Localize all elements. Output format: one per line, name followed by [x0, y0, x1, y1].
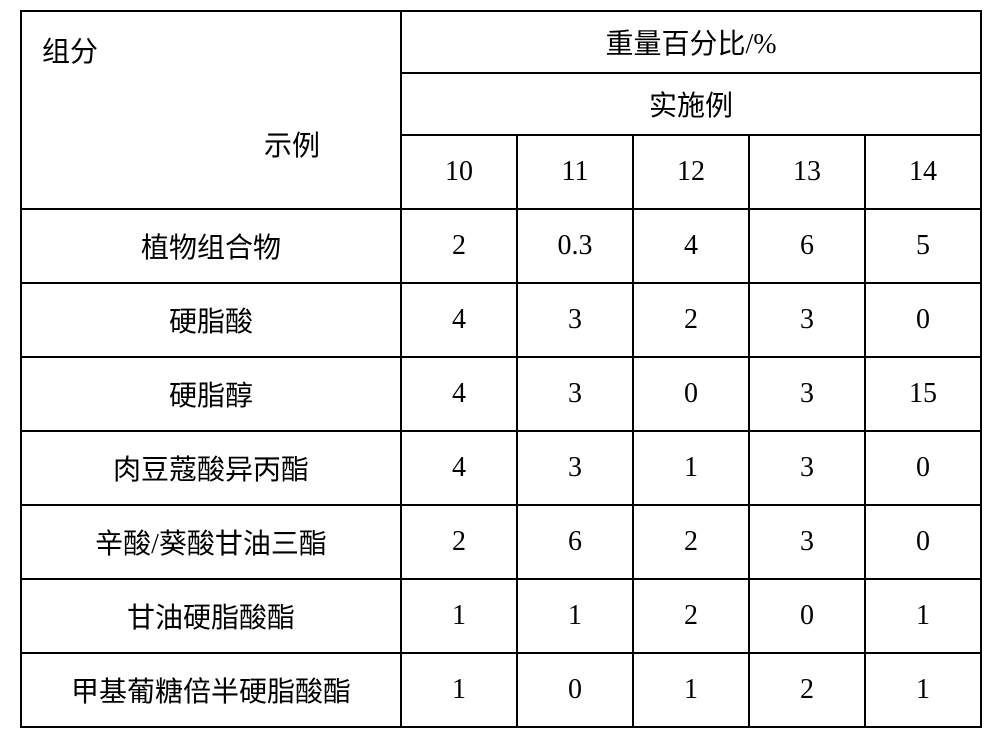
cell: 4 [633, 209, 749, 283]
table-row: 植物组合物 2 0.3 4 6 5 [21, 209, 981, 283]
cell: 6 [517, 505, 633, 579]
col-header: 14 [865, 135, 981, 209]
col-header: 13 [749, 135, 865, 209]
cell: 1 [865, 579, 981, 653]
cell: 0 [517, 653, 633, 727]
col-header: 12 [633, 135, 749, 209]
cell: 3 [517, 431, 633, 505]
row-label: 硬脂酸 [21, 283, 401, 357]
cell: 0 [865, 505, 981, 579]
row-label: 硬脂醇 [21, 357, 401, 431]
cell: 1 [633, 431, 749, 505]
subgroup-header: 实施例 [401, 73, 981, 135]
cell: 5 [865, 209, 981, 283]
cell: 1 [401, 653, 517, 727]
cell: 2 [633, 579, 749, 653]
page-root: 示例 组分 重量百分比/% 实施例 10 11 12 13 14 植物组合物 2… [0, 0, 1000, 745]
row-label: 辛酸/葵酸甘油三酯 [21, 505, 401, 579]
cell: 2 [749, 653, 865, 727]
cell: 6 [749, 209, 865, 283]
cell: 1 [401, 579, 517, 653]
cell: 4 [401, 357, 517, 431]
cell: 2 [401, 209, 517, 283]
row-label: 植物组合物 [21, 209, 401, 283]
table-row: 硬脂醇 4 3 0 3 15 [21, 357, 981, 431]
cell: 0 [865, 283, 981, 357]
cell: 0 [633, 357, 749, 431]
diagonal-top-label: 示例 [264, 124, 320, 164]
table-row: 肉豆蔻酸异丙酯 4 3 1 3 0 [21, 431, 981, 505]
cell: 4 [401, 431, 517, 505]
row-label: 甘油硬脂酸酯 [21, 579, 401, 653]
col-header: 10 [401, 135, 517, 209]
table-row: 辛酸/葵酸甘油三酯 2 6 2 3 0 [21, 505, 981, 579]
cell: 0 [865, 431, 981, 505]
composition-table: 示例 组分 重量百分比/% 实施例 10 11 12 13 14 植物组合物 2… [20, 10, 982, 728]
cell: 3 [749, 283, 865, 357]
diagonal-header-cell: 示例 组分 [21, 11, 401, 209]
cell: 4 [401, 283, 517, 357]
col-header: 11 [517, 135, 633, 209]
cell: 0 [749, 579, 865, 653]
table-row: 甲基葡糖倍半硬脂酸酯 1 0 1 2 1 [21, 653, 981, 727]
cell: 1 [633, 653, 749, 727]
cell: 3 [749, 431, 865, 505]
row-label: 甲基葡糖倍半硬脂酸酯 [21, 653, 401, 727]
header-row-1: 示例 组分 重量百分比/% [21, 11, 981, 73]
table-row: 硬脂酸 4 3 2 3 0 [21, 283, 981, 357]
group-header: 重量百分比/% [401, 11, 981, 73]
row-label: 肉豆蔻酸异丙酯 [21, 431, 401, 505]
cell: 3 [749, 505, 865, 579]
cell: 1 [865, 653, 981, 727]
cell: 2 [633, 505, 749, 579]
cell: 3 [749, 357, 865, 431]
diagonal-bottom-label: 组分 [42, 30, 98, 70]
cell: 0.3 [517, 209, 633, 283]
cell: 1 [517, 579, 633, 653]
cell: 2 [401, 505, 517, 579]
cell: 3 [517, 283, 633, 357]
cell: 3 [517, 357, 633, 431]
cell: 2 [633, 283, 749, 357]
cell: 15 [865, 357, 981, 431]
table-row: 甘油硬脂酸酯 1 1 2 0 1 [21, 579, 981, 653]
